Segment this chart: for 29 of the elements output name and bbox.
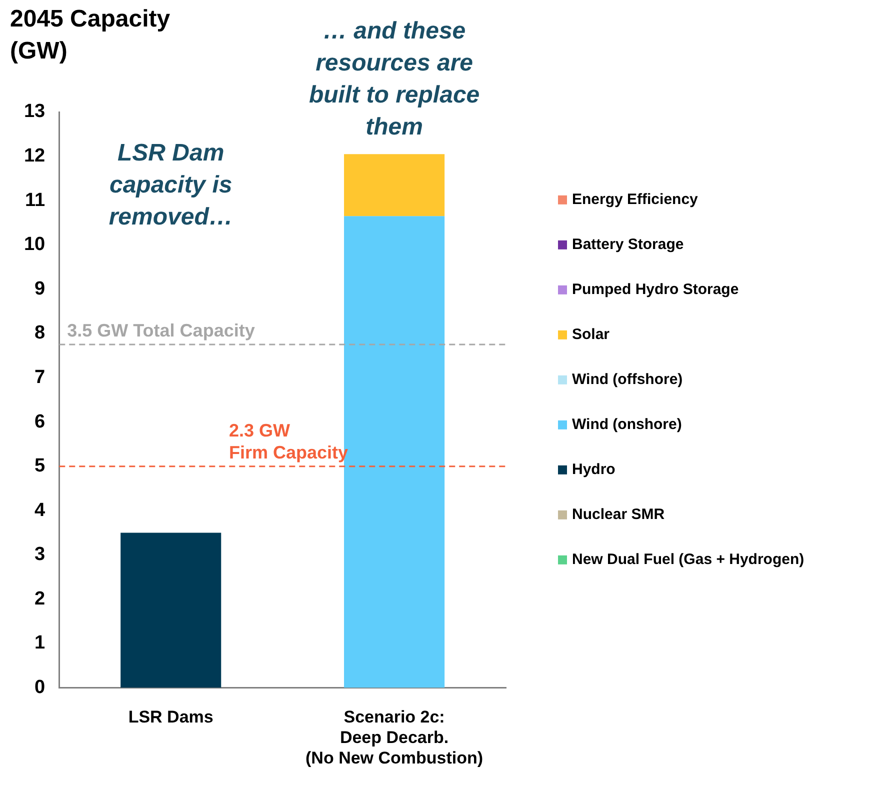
x-tick-label: LSR Dams [128, 708, 214, 727]
y-tick-label: 7 [34, 366, 46, 388]
y-tick-label: 4 [34, 500, 46, 521]
y-tick-label: 0 [34, 677, 46, 698]
ref-line-label: 3.5 GW Total Capacity [67, 320, 255, 341]
legend-label: Hydro [572, 461, 616, 478]
y-tick-label: 5 [34, 456, 46, 477]
legend-label: Nuclear SMR [572, 506, 665, 524]
annotation: … and these resources are built to replace them [308, 18, 480, 141]
legend-label: Wind (onshore) [572, 416, 682, 434]
y-tick-label: 2 [34, 588, 46, 610]
legend-label: Solar [572, 326, 610, 344]
x-tick-label: Scenario 2c: Deep Decarb. (No New Combustion) [306, 708, 484, 768]
y-tick-label: 3 [34, 544, 46, 566]
legend-label: Wind (offshore) [572, 371, 683, 388]
y-tick-label: 1 [34, 632, 46, 654]
y-tick-label: 10 [24, 234, 46, 256]
annotation: LSR Dam capacity is removed… [108, 140, 233, 231]
legend-label: Energy Efficiency [572, 191, 699, 208]
y-axis-title: 2045 Capacity (GW) [10, 6, 171, 65]
legend-label: New Dual Fuel (Gas + Hydrogen) [572, 551, 804, 568]
y-tick-label: 6 [34, 411, 46, 432]
legend-label: Pumped Hydro Storage [572, 281, 739, 298]
y-tick-label: 12 [24, 146, 46, 167]
y-tick-label: 8 [34, 322, 46, 344]
y-tick-label: 13 [24, 101, 46, 122]
legend-label: Battery Storage [572, 236, 684, 254]
y-tick-label: 11 [25, 190, 46, 211]
y-tick-label: 9 [34, 278, 46, 300]
